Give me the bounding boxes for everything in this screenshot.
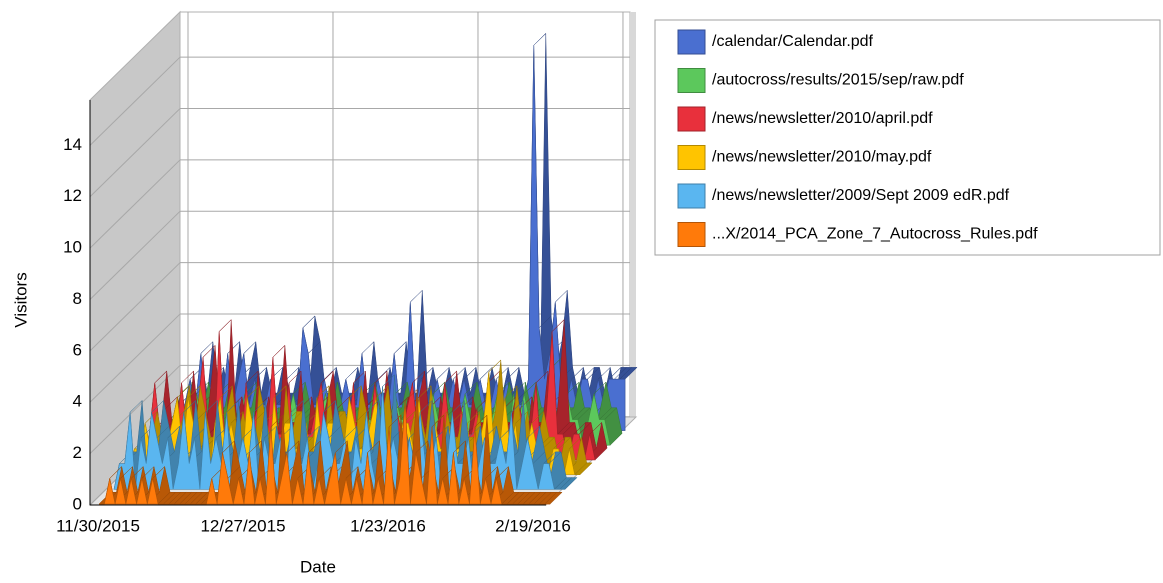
grid-line: [89, 159, 181, 249]
legend-label: /calendar/Calendar.pdf: [712, 33, 874, 50]
legend-swatch: [677, 68, 706, 93]
legend: [654, 19, 1161, 256]
legend-label: /news/newsletter/2010/april.pdf: [712, 110, 933, 127]
y-tick-label: 2: [73, 443, 82, 462]
grid-line: [89, 262, 181, 352]
legend-swatch: [677, 222, 706, 247]
legend-label: ...X/2014_PCA_Zone_7_Autocross_Rules.pdf: [712, 226, 1038, 243]
legend-label: /autocross/results/2015/sep/raw.pdf: [712, 72, 964, 89]
y-tick-label: 12: [63, 186, 82, 205]
y-tick-label: 8: [73, 289, 82, 308]
legend-label: /news/newsletter/2009/Sept 2009 edR.pdf: [712, 187, 1010, 204]
y-tick-label: 14: [63, 135, 82, 154]
y-tick-label: 10: [63, 238, 82, 257]
legend-swatch: [677, 29, 706, 55]
y-tick-label: 6: [73, 340, 82, 359]
grid-line: [89, 56, 181, 146]
legend-swatch: [677, 106, 706, 132]
grid-line: [89, 210, 181, 300]
x-tick-label: 12/27/2015: [200, 516, 285, 535]
wall-edge: [630, 12, 636, 417]
y-tick-label: 0: [73, 494, 82, 513]
y-axis-label: Visitors: [11, 272, 30, 327]
grid-line: [89, 313, 181, 403]
y-tick-label: 4: [73, 392, 82, 411]
legend-swatch: [677, 183, 706, 209]
x-tick-label: 2/19/2016: [495, 516, 571, 535]
x-tick-label: 1/23/2016: [350, 516, 426, 535]
area-front: [99, 401, 551, 505]
grid-line: [89, 108, 181, 198]
x-tick-label: 11/30/2015: [56, 516, 140, 535]
x-axis-label: Date: [300, 557, 336, 576]
grid-line: [89, 365, 181, 454]
legend-label: /news/newsletter/2010/may.pdf: [712, 149, 932, 166]
legend-swatch: [677, 145, 706, 170]
